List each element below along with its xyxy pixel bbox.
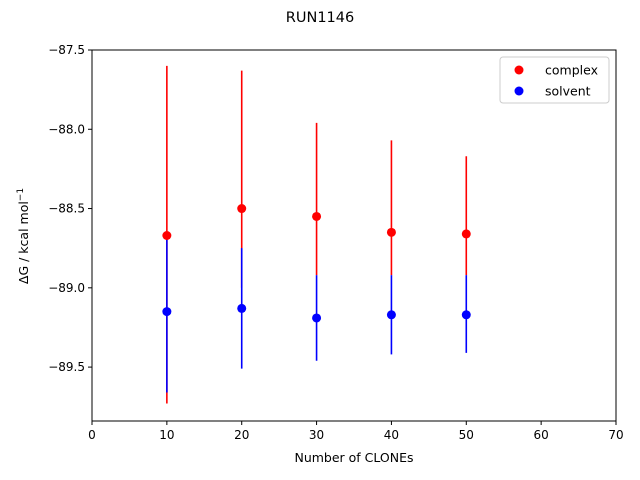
x-tick-label: 40 <box>384 428 399 442</box>
complex-point <box>386 227 396 237</box>
x-tick-label: 70 <box>608 428 623 442</box>
x-tick-label: 30 <box>309 428 324 442</box>
y-tick-label: −88.5 <box>48 202 85 216</box>
data-points <box>162 204 471 323</box>
complex-point <box>312 211 322 221</box>
y-tick-label: −89.5 <box>48 360 85 374</box>
complex-point <box>237 204 247 214</box>
chart-title: RUN1146 <box>286 10 354 26</box>
legend-marker-complex <box>514 65 524 75</box>
x-tick-label: 10 <box>159 428 174 442</box>
complex-point <box>162 231 172 240</box>
x-tick-label: 60 <box>534 428 549 442</box>
y-axis-label-main: ΔG / kcal mol <box>16 201 31 284</box>
solvent-point <box>237 303 247 313</box>
x-tick-label: 50 <box>459 428 474 442</box>
plot-area <box>92 50 616 421</box>
y-tick-label: −88.0 <box>48 122 85 136</box>
solvent-point <box>312 313 322 323</box>
legend-label-complex: complex <box>545 63 598 78</box>
x-tick-label: 20 <box>234 428 249 442</box>
y-tick-label: −87.5 <box>48 43 85 57</box>
x-axis: 0 10 20 30 40 50 60 70 <box>88 421 624 442</box>
x-axis-label: Number of CLONEs <box>294 450 413 465</box>
legend-label-solvent: solvent <box>545 84 591 99</box>
x-tick-label: 0 <box>88 428 96 442</box>
legend-marker-solvent <box>514 86 524 96</box>
y-tick-label: −89.0 <box>48 281 85 295</box>
y-axis-label-superscript: −1 <box>16 188 26 201</box>
solvent-point <box>162 307 172 317</box>
solvent-point <box>386 310 396 320</box>
plot-frame <box>91 49 617 422</box>
legend-box <box>499 56 610 104</box>
complex-point <box>461 229 471 239</box>
y-axis-label: ΔG / kcal mol−1 <box>16 188 31 284</box>
solvent-point <box>461 310 471 320</box>
y-axis: −87.5 −88.0 −88.5 −89.0 −89.5 <box>48 43 92 374</box>
legend: complex solvent <box>499 56 610 104</box>
